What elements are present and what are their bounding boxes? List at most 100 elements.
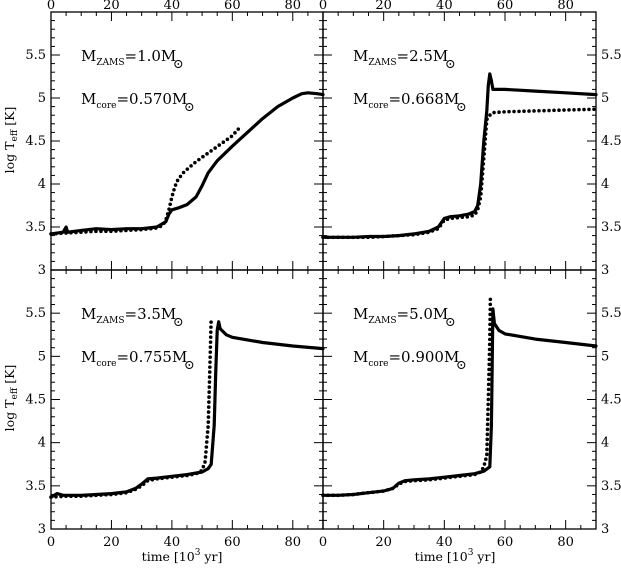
- series-solid-line: [49, 91, 325, 236]
- x-tick-label: 40: [436, 535, 453, 550]
- series-solid-line: [49, 320, 325, 499]
- x-tick-label: 80: [557, 535, 574, 550]
- sun-symbol-dot: [449, 63, 452, 65]
- sun-symbol-icon: [174, 60, 183, 68]
- x-tick-label: 0: [319, 535, 327, 550]
- anno-subscript: ZAMS: [96, 316, 124, 326]
- sun-symbol-icon: [185, 361, 194, 369]
- series-dotted-line: [49, 315, 213, 499]
- x-tick-label: 60: [224, 535, 241, 550]
- x-tick-label: 40: [436, 0, 453, 13]
- sun-symbol-dot: [460, 106, 463, 108]
- y-tick-label: 3: [38, 263, 46, 278]
- anno-m: M: [81, 348, 96, 366]
- sun-symbol-icon: [185, 103, 194, 111]
- xlabel-left-col: time [103 yr]: [142, 548, 223, 564]
- anno-m: M: [81, 90, 96, 108]
- x-tick-label: 60: [497, 535, 514, 550]
- anno-subscript: core: [96, 101, 116, 111]
- sun-symbol-icon: [457, 103, 466, 111]
- y-tick-label: 3.5: [25, 220, 46, 235]
- annotation-mcore: Mcore=0.570M: [81, 90, 187, 111]
- ylabel-top-row: log Teff [K]: [2, 107, 20, 174]
- annotation-mcore: Mcore=0.900M: [353, 348, 459, 369]
- annotation-mcore: Mcore=0.755M: [81, 348, 187, 369]
- series-dotted-line: [321, 294, 493, 498]
- anno-m: M: [353, 348, 368, 366]
- series-dotted-line: [321, 107, 598, 240]
- anno-value: =0.668M: [388, 90, 459, 108]
- series-solid-line: [321, 307, 598, 497]
- anno-value: =2.5M: [397, 47, 449, 65]
- annotation-mzams: MZAMS=1.0M: [81, 47, 176, 68]
- y-tick-label: 4: [601, 177, 609, 192]
- y-tick-label: 4: [38, 177, 46, 192]
- anno-value: =0.755M: [116, 348, 187, 366]
- anno-m: M: [353, 47, 368, 65]
- x-tick-label: 80: [557, 0, 574, 13]
- panel-bottom-right: 0 20 40 60 8033.544.555.5MZAMS=5.0MMcore=0.9…: [319, 269, 621, 550]
- x-tick-label: 20: [375, 535, 392, 550]
- y-tick-label: 5: [601, 91, 609, 106]
- x-tick-label: 40: [164, 535, 181, 550]
- y-tick-label: 3.5: [601, 220, 621, 235]
- anno-subscript: core: [368, 359, 388, 369]
- sun-symbol-dot: [188, 364, 191, 366]
- x-tick-label: 20: [375, 0, 392, 13]
- y-tick-label: 4: [601, 436, 609, 451]
- ylabel-bottom-row: log Teff [K]: [2, 365, 20, 432]
- annotation-mcore: Mcore=0.668M: [353, 90, 459, 111]
- y-tick-label: 4: [38, 436, 46, 451]
- anno-m: M: [81, 47, 96, 65]
- y-tick-label: 5.5: [601, 306, 621, 321]
- anno-value: =0.570M: [116, 90, 187, 108]
- x-tick-label: 20: [103, 0, 120, 13]
- x-tick-label: 40: [164, 0, 181, 13]
- x-tick-label: 0: [47, 535, 55, 550]
- sun-symbol-dot: [188, 106, 191, 108]
- y-tick-label: 3.5: [601, 479, 621, 494]
- annotation-mzams: MZAMS=3.5M: [81, 305, 176, 326]
- y-tick-label: 5: [38, 91, 46, 106]
- anno-value: =1.0M: [125, 47, 177, 65]
- sun-symbol-dot: [177, 63, 180, 65]
- sun-symbol-dot: [177, 321, 180, 323]
- annotation-mzams: MZAMS=2.5M: [353, 47, 448, 68]
- panel-top-right: 0 20 40 60 8033.544.555.5MZAMS=2.5MMcore=0.6…: [319, 0, 621, 278]
- y-tick-label: 3: [38, 522, 46, 537]
- series-dotted-line: [49, 127, 241, 236]
- sun-symbol-icon: [457, 361, 466, 369]
- anno-subscript: ZAMS: [96, 58, 124, 68]
- anno-subscript: ZAMS: [368, 316, 396, 326]
- sun-symbol-dot: [460, 364, 463, 366]
- y-tick-label: 5: [601, 349, 609, 364]
- anno-value: =3.5M: [125, 305, 177, 323]
- y-tick-label: 3: [601, 522, 609, 537]
- anno-m: M: [353, 305, 368, 323]
- anno-m: M: [353, 90, 368, 108]
- anno-subscript: ZAMS: [368, 58, 396, 68]
- annotation-mzams: MZAMS=5.0M: [353, 305, 448, 326]
- anno-subscript: core: [96, 359, 116, 369]
- x-tick-label: 80: [285, 0, 302, 13]
- anno-value: =0.900M: [388, 348, 459, 366]
- y-tick-label: 4.5: [601, 393, 621, 408]
- sun-symbol-icon: [446, 60, 455, 68]
- y-tick-label: 4.5: [25, 393, 46, 408]
- x-tick-label: 80: [285, 535, 302, 550]
- y-tick-label: 4.5: [601, 134, 621, 149]
- anno-value: =5.0M: [397, 305, 449, 323]
- y-tick-label: 5.5: [25, 48, 46, 63]
- xlabel-right-col: time [103 yr]: [415, 548, 496, 564]
- x-tick-label: 0: [47, 0, 55, 13]
- anno-m: M: [81, 305, 96, 323]
- y-tick-label: 4.5: [25, 134, 46, 149]
- anno-subscript: core: [368, 101, 388, 111]
- y-tick-label: 3: [601, 263, 609, 278]
- y-tick-label: 3.5: [25, 479, 46, 494]
- x-tick-label: 60: [224, 0, 241, 13]
